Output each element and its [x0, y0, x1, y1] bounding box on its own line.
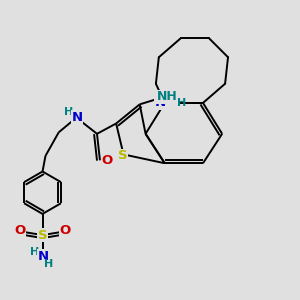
Text: N: N	[38, 250, 49, 263]
Text: S: S	[38, 229, 47, 242]
Text: O: O	[60, 224, 71, 237]
Text: N: N	[71, 111, 82, 124]
Text: NH: NH	[156, 91, 177, 103]
Text: H: H	[30, 247, 39, 257]
Text: H: H	[44, 259, 54, 269]
Text: H: H	[64, 107, 73, 117]
Text: N: N	[155, 96, 166, 110]
Text: O: O	[102, 154, 113, 167]
Text: O: O	[14, 224, 25, 237]
Text: S: S	[118, 149, 128, 162]
Text: H: H	[177, 98, 186, 109]
